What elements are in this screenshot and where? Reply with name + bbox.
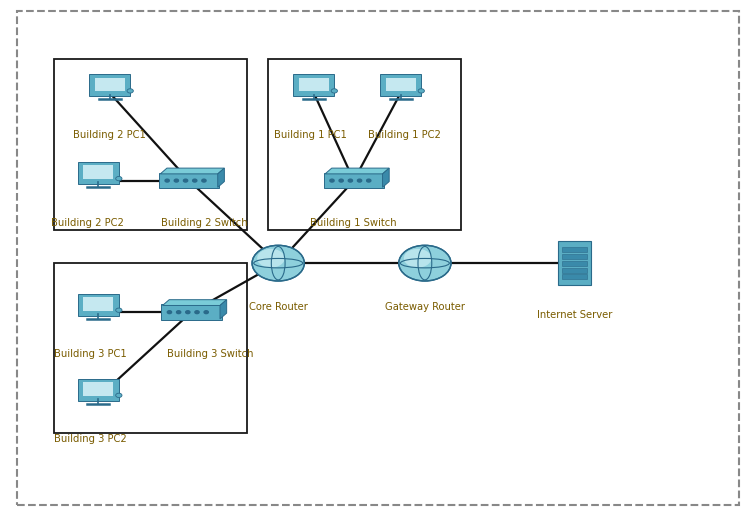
Bar	[562, 275, 587, 279]
FancyBboxPatch shape	[161, 304, 222, 320]
Circle shape	[418, 89, 424, 93]
Circle shape	[165, 179, 169, 182]
Circle shape	[339, 179, 343, 182]
Circle shape	[257, 249, 285, 268]
Bar	[54, 59, 247, 230]
Bar	[562, 268, 587, 272]
FancyBboxPatch shape	[78, 294, 119, 316]
Text: Building 2 PC1: Building 2 PC1	[73, 130, 146, 140]
FancyBboxPatch shape	[83, 382, 113, 396]
Circle shape	[252, 245, 305, 281]
Circle shape	[186, 311, 190, 314]
Bar	[562, 247, 587, 252]
Polygon shape	[383, 168, 389, 187]
FancyBboxPatch shape	[94, 77, 125, 91]
Circle shape	[176, 311, 181, 314]
FancyBboxPatch shape	[89, 74, 130, 96]
FancyBboxPatch shape	[558, 241, 591, 285]
FancyBboxPatch shape	[299, 77, 329, 91]
Circle shape	[330, 179, 334, 182]
Bar	[268, 59, 461, 230]
Bar	[562, 254, 587, 259]
Circle shape	[184, 179, 187, 182]
Circle shape	[193, 179, 197, 182]
Text: Building 1 PC1: Building 1 PC1	[274, 130, 346, 140]
Text: Building 3 PC1: Building 3 PC1	[54, 349, 127, 359]
Text: Internet Server: Internet Server	[537, 310, 612, 319]
FancyBboxPatch shape	[78, 162, 119, 184]
Circle shape	[167, 311, 172, 314]
FancyBboxPatch shape	[78, 379, 119, 401]
Text: Building 1 Switch: Building 1 Switch	[311, 218, 397, 228]
Circle shape	[127, 89, 133, 93]
Text: Building 3 PC2: Building 3 PC2	[54, 434, 127, 444]
FancyBboxPatch shape	[386, 77, 416, 91]
FancyBboxPatch shape	[324, 173, 384, 188]
Circle shape	[116, 393, 122, 397]
FancyBboxPatch shape	[83, 165, 113, 179]
Polygon shape	[160, 168, 225, 174]
Circle shape	[398, 245, 451, 281]
Circle shape	[204, 311, 209, 314]
Bar	[562, 261, 587, 266]
Circle shape	[116, 176, 122, 181]
Text: Building 2 Switch: Building 2 Switch	[161, 218, 247, 228]
Bar	[54, 263, 247, 433]
Circle shape	[367, 179, 371, 182]
FancyBboxPatch shape	[293, 74, 334, 96]
Circle shape	[174, 179, 178, 182]
Text: Building 3 Switch: Building 3 Switch	[167, 349, 253, 359]
Polygon shape	[325, 168, 389, 174]
Circle shape	[331, 89, 337, 93]
FancyBboxPatch shape	[83, 297, 113, 311]
Circle shape	[349, 179, 352, 182]
Circle shape	[195, 311, 199, 314]
Text: Building 2 PC2: Building 2 PC2	[51, 218, 123, 228]
FancyBboxPatch shape	[380, 74, 421, 96]
Text: Building 1 PC2: Building 1 PC2	[368, 130, 441, 140]
Circle shape	[116, 308, 122, 312]
Circle shape	[404, 249, 432, 268]
Circle shape	[358, 179, 361, 182]
Text: Core Router: Core Router	[249, 302, 308, 312]
FancyBboxPatch shape	[159, 173, 219, 188]
Polygon shape	[218, 168, 225, 187]
Circle shape	[202, 179, 206, 182]
Polygon shape	[220, 300, 227, 319]
Text: Gateway Router: Gateway Router	[385, 302, 465, 312]
Polygon shape	[163, 300, 227, 305]
